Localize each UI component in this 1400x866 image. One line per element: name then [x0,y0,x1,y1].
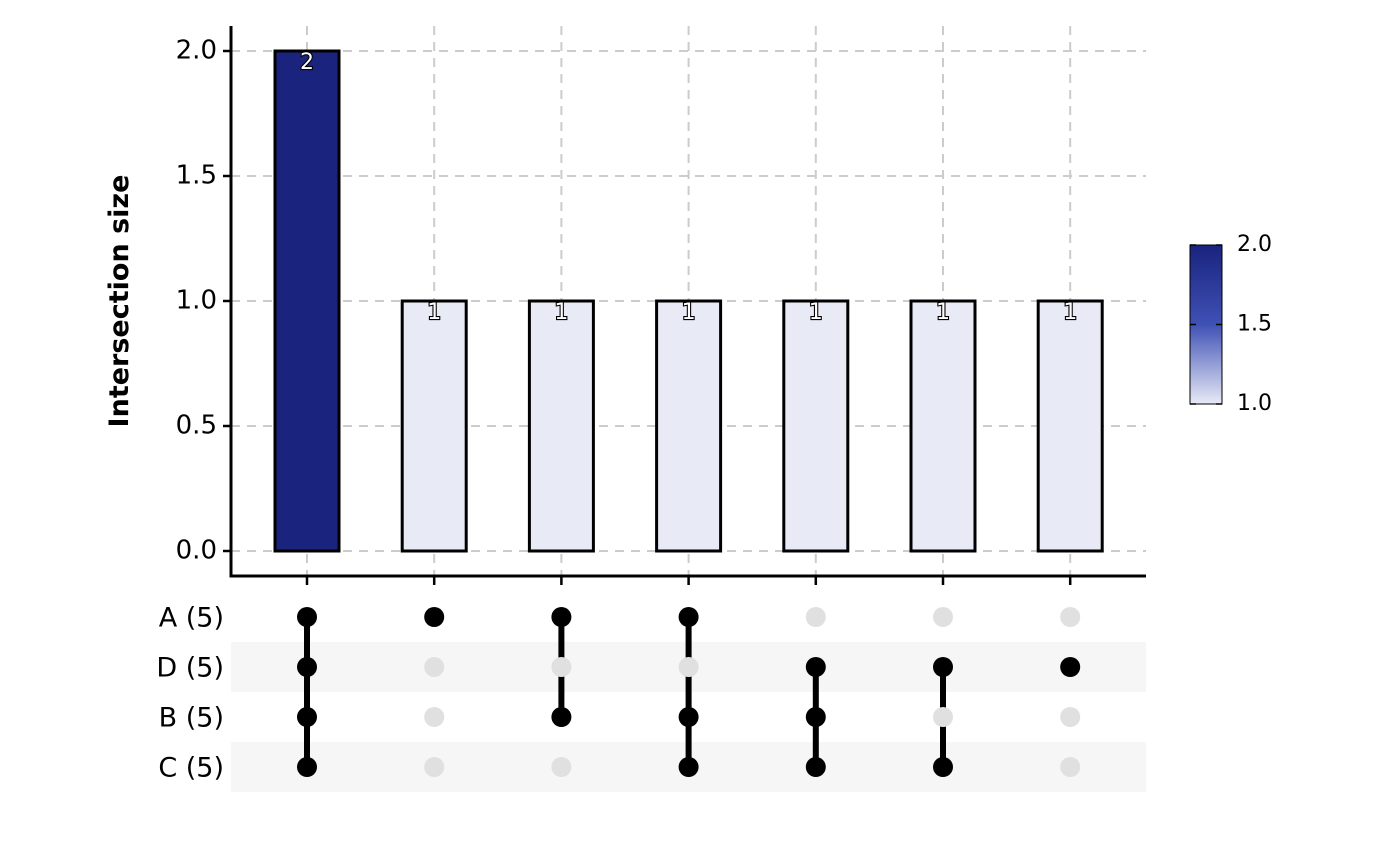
membership-dot-active [805,657,826,677]
axes: 0.0 0.5 1.0 1.5 2.0 [176,26,1146,585]
legend-tick-label: 2.0 [1237,232,1272,257]
bar [909,299,977,553]
membership-dot-inactive [678,657,699,677]
bar [1036,299,1104,553]
membership-dot-active [297,707,317,727]
membership-dot-active [297,757,317,777]
membership-dot-active [551,607,572,627]
membership-dot-active [297,607,317,627]
bar-value-label: 1 [427,300,441,325]
color-legend: 1.0 1.5 2.0 [1189,232,1272,416]
bar [400,299,468,553]
membership-dot-inactive [551,657,572,677]
membership-dot-inactive [933,707,953,727]
set-label: D (5) [156,653,224,684]
membership-dot-inactive [933,607,953,627]
membership-dot-inactive [805,607,826,627]
bar [655,299,723,553]
bar [782,299,850,553]
bar [273,49,341,553]
membership-dot-inactive [1060,707,1081,727]
y-tick-label: 1.0 [176,286,217,316]
y-tick-label: 0.0 [176,536,217,566]
membership-dot-active [933,657,953,677]
bar-value-label: 1 [936,300,950,325]
membership-dot-active [1060,657,1081,677]
y-tick-label: 2.0 [176,36,217,66]
y-tick-label: 0.5 [176,411,217,441]
bar-value-label: 1 [554,300,568,325]
set-label: B (5) [159,703,224,734]
membership-matrix: A (5) D (5) B (5) C (5) [156,603,1081,784]
membership-dot-inactive [424,757,445,777]
membership-dot-active [424,607,445,627]
membership-dot-inactive [424,707,445,727]
membership-dot-active [551,707,572,727]
y-axis-title: Intersection size [104,175,135,428]
membership-dot-active [678,757,699,777]
bars: 2 1 1 1 1 1 1 [273,49,1104,553]
y-tick-label: 1.5 [176,161,217,191]
set-label: C (5) [158,753,224,784]
membership-dot-active [297,657,317,677]
bar [527,299,595,553]
bar-value-label: 1 [1063,300,1077,325]
membership-dot-active [678,707,699,727]
membership-dot-active [933,757,953,777]
bar-value-label: 2 [300,50,314,75]
membership-dot-inactive [424,657,445,677]
bar-value-label: 1 [809,300,823,325]
membership-dot-inactive [551,757,572,777]
membership-dot-inactive [1060,607,1081,627]
membership-dot-active [805,707,826,727]
set-label: A (5) [159,603,224,634]
membership-dot-inactive [1060,757,1081,777]
membership-dot-active [805,757,826,777]
legend-tick-label: 1.5 [1237,312,1272,337]
bar-value-label: 1 [682,300,696,325]
legend-tick-label: 1.0 [1237,391,1272,416]
membership-dot-active [678,607,699,627]
